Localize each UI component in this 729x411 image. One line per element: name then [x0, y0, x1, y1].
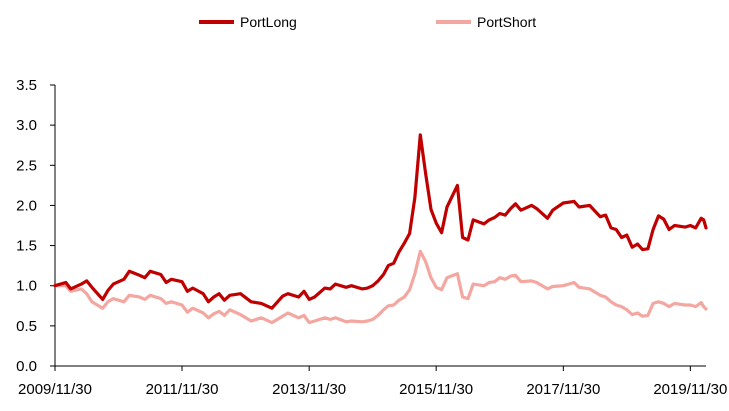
series-line-portshort — [53, 249, 708, 325]
legend-item-portlong: PortLong — [199, 14, 297, 30]
plot-area — [53, 133, 708, 325]
y-tick-label: 0.5 — [16, 318, 37, 335]
y-tick-label: 2.0 — [16, 197, 37, 214]
series-line-portlong — [53, 133, 708, 310]
y-tick-label: 3.5 — [16, 77, 37, 94]
y-tick-label: 1.0 — [16, 278, 37, 295]
y-axis: 0.0 0.5 1.0 1.5 2.0 2.5 3.0 3.5 — [16, 77, 56, 375]
x-axis: 2009/11/30 2011/11/30 2013/11/30 2015/11/30… — [18, 365, 727, 398]
y-tick-label: 3.0 — [16, 117, 37, 134]
x-tick-label: 2019/11/30 — [653, 381, 727, 398]
x-tick-label: 2009/11/30 — [18, 381, 92, 398]
y-tick-label: 0.0 — [16, 358, 37, 375]
chart-legend: PortLong PortShort — [199, 14, 536, 30]
y-tick-label: 1.5 — [16, 238, 37, 255]
legend-item-portshort: PortShort — [436, 14, 536, 30]
y-tick-label: 2.5 — [16, 157, 37, 174]
x-tick-label: 2015/11/30 — [399, 381, 473, 398]
x-tick-label: 2011/11/30 — [146, 381, 219, 398]
legend-label-portlong: PortLong — [240, 14, 297, 30]
x-tick-label: 2013/11/30 — [272, 381, 346, 398]
legend-label-portshort: PortShort — [477, 14, 536, 30]
x-tick-label: 2017/11/30 — [526, 381, 600, 398]
